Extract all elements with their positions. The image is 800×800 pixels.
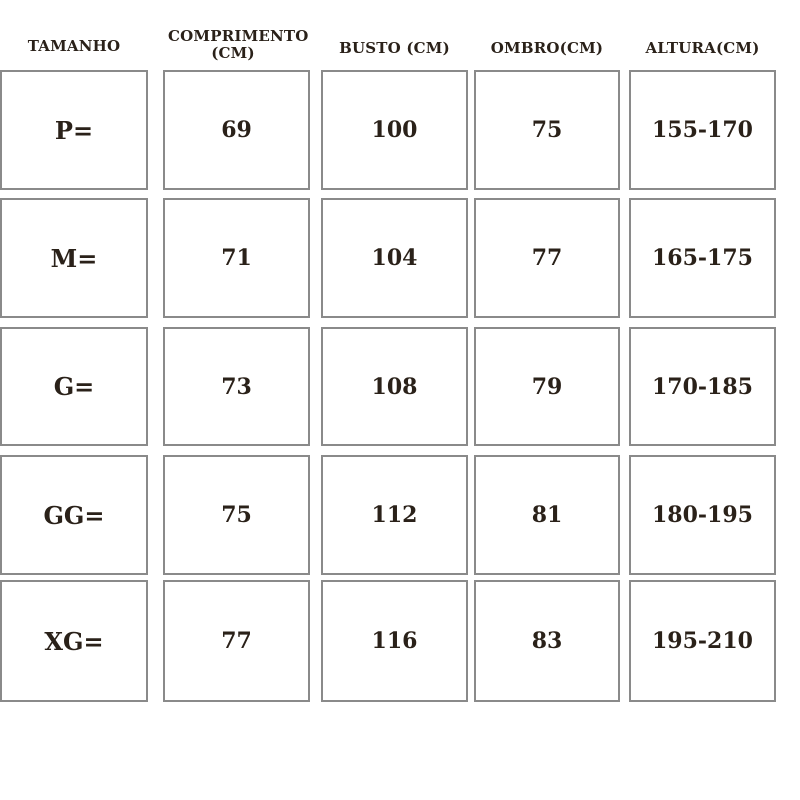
cell-size: G= — [0, 327, 148, 446]
cell-length: 69 — [163, 70, 310, 190]
cell-value: 116 — [371, 628, 418, 654]
cell-shoulder: 75 — [474, 70, 620, 190]
cell-length: 71 — [163, 198, 310, 318]
cell-value: 155-170 — [652, 117, 753, 143]
cell-shoulder: 77 — [474, 198, 620, 318]
cell-length: 77 — [163, 580, 310, 702]
cell-value: 108 — [371, 373, 418, 400]
cell-length: 73 — [163, 327, 310, 446]
header-shoulder: OMBRO(CM) — [490, 39, 604, 57]
cell-size: P= — [0, 70, 148, 190]
cell-shoulder: 79 — [474, 327, 620, 446]
cell-size: GG= — [0, 455, 148, 575]
cell-value: 75 — [221, 502, 252, 528]
cell-value: 81 — [531, 502, 563, 528]
header-bust: BUSTO (CM) — [339, 39, 450, 57]
cell-value: 79 — [531, 373, 563, 400]
cell-value: XG= — [44, 626, 104, 656]
cell-bust: 108 — [321, 327, 468, 446]
cell-value: P= — [54, 115, 94, 145]
cell-shoulder: 81 — [474, 455, 620, 575]
cell-bust: 116 — [321, 580, 468, 702]
cell-value: 69 — [221, 117, 252, 143]
cell-value: 75 — [531, 117, 563, 143]
header-length: COMPRIMENTO (CM) — [168, 27, 309, 62]
cell-size: M= — [0, 198, 148, 318]
cell-value: 77 — [221, 628, 252, 654]
cell-height: 195-210 — [629, 580, 776, 702]
cell-value: 180-195 — [652, 502, 753, 528]
cell-value: M= — [50, 243, 98, 273]
cell-value: 83 — [531, 628, 563, 654]
cell-height: 155-170 — [629, 70, 776, 190]
cell-shoulder: 83 — [474, 580, 620, 702]
cell-length: 75 — [163, 455, 310, 575]
cell-bust: 112 — [321, 455, 468, 575]
cell-value: 170-185 — [652, 373, 753, 400]
cell-height: 165-175 — [629, 198, 776, 318]
cell-value: G= — [53, 372, 95, 401]
cell-height: 170-185 — [629, 327, 776, 446]
cell-value: GG= — [43, 500, 105, 530]
cell-size: XG= — [0, 580, 148, 702]
cell-value: 100 — [371, 117, 418, 143]
cell-value: 165-175 — [652, 245, 753, 271]
header-height: ALTURA(CM) — [645, 39, 760, 57]
header-size: TAMANHO — [27, 37, 121, 55]
cell-height: 180-195 — [629, 455, 776, 575]
cell-value: 112 — [371, 502, 418, 528]
cell-value: 195-210 — [652, 628, 753, 654]
cell-bust: 104 — [321, 198, 468, 318]
cell-value: 73 — [221, 373, 252, 400]
cell-bust: 100 — [321, 70, 468, 190]
cell-value: 77 — [531, 245, 563, 271]
cell-value: 104 — [371, 245, 418, 271]
cell-value: 71 — [221, 245, 252, 271]
